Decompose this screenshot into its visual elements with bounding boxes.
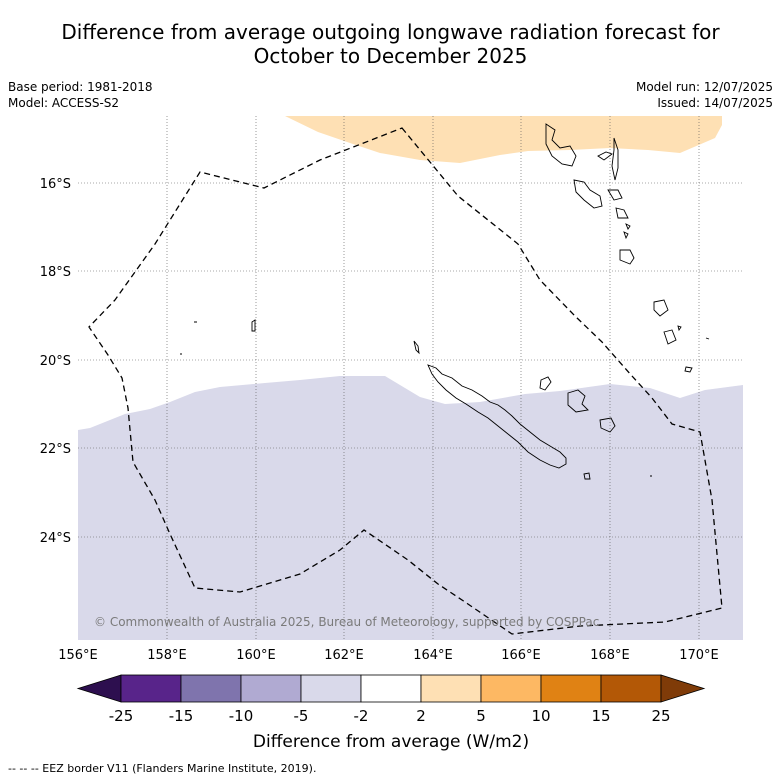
eez-border xyxy=(88,127,723,635)
colorbar-tick-label: -15 xyxy=(169,707,194,725)
footer-note: -- -- -- EEZ border V11 (Flanders Marine… xyxy=(8,762,317,775)
small-island-d xyxy=(684,366,693,373)
lon-label: 170°E xyxy=(679,648,719,663)
colorbar-bin xyxy=(120,674,182,703)
map-title: Difference from average outgoing longwav… xyxy=(0,20,781,68)
meta-left: Base period: 1981-2018 Model: ACCESS-S2 xyxy=(8,79,153,111)
belep-island xyxy=(413,340,420,355)
colorbar-tick-label: -25 xyxy=(109,707,134,725)
lon-label: 166°E xyxy=(501,648,541,663)
new-caledonia-island xyxy=(427,364,567,469)
negative-anomaly-region xyxy=(78,376,743,640)
small-island-b xyxy=(625,223,631,230)
colorbar-tick-label: -5 xyxy=(294,707,309,725)
colorbar-tick-label: 15 xyxy=(591,707,610,725)
colorbar-tick-label: -10 xyxy=(229,707,254,725)
colorbar-bin xyxy=(240,674,302,703)
colorbar-ticks: -25 -15 -10 -5 -2 2 5 10 15 25 xyxy=(109,707,671,725)
colorbar-extend-high xyxy=(660,674,706,703)
small-island-a xyxy=(623,231,629,240)
model-name: Model: ACCESS-S2 xyxy=(8,96,120,110)
chesterfield-reef xyxy=(251,319,256,332)
ambae-island xyxy=(597,151,613,161)
lat-label: 24°S xyxy=(40,531,71,546)
colorbar-label: Difference from average (W/m2) xyxy=(253,732,529,752)
colorbar-tick-label: 10 xyxy=(531,707,550,725)
title-line-1: Difference from average outgoing longwav… xyxy=(61,20,720,44)
lat-label: 20°S xyxy=(40,354,71,369)
colorbar-bin xyxy=(360,674,422,703)
small-island-c xyxy=(677,325,682,332)
colorbar-tick-label: 5 xyxy=(476,707,486,725)
lat-label: 16°S xyxy=(40,177,71,192)
isle-of-pines xyxy=(583,472,591,480)
colorbar-bin xyxy=(600,674,662,703)
gridlines xyxy=(78,116,743,640)
pentecost-island xyxy=(611,137,619,181)
lon-labels: 156°E 158°E 160°E 162°E 164°E 166°E 168°… xyxy=(58,648,719,663)
epi-island xyxy=(607,189,623,201)
lat-labels: 16°S 18°S 20°S 22°S 24°S xyxy=(40,177,71,546)
malekula-island xyxy=(573,179,603,209)
lon-label: 158°E xyxy=(147,648,187,663)
small-island-g xyxy=(705,337,710,340)
colorbar-extend-low xyxy=(76,674,122,703)
lon-label: 160°E xyxy=(236,648,276,663)
base-period: Base period: 1981-2018 xyxy=(8,80,153,94)
map-area: © Commonwealth of Australia 2025, Bureau… xyxy=(78,116,743,640)
lon-label: 156°E xyxy=(58,648,98,663)
model-run: Model run: 12/07/2025 xyxy=(635,80,773,94)
lon-label: 168°E xyxy=(590,648,630,663)
issued-date: Issued: 14/07/2025 xyxy=(657,96,773,110)
lat-label: 18°S xyxy=(40,265,71,280)
title-line-2: October to December 2025 xyxy=(253,44,528,68)
meta-right: Model run: 12/07/2025 Issued: 14/07/2025 xyxy=(636,79,773,111)
efate-island xyxy=(615,207,629,219)
lon-label: 164°E xyxy=(413,648,453,663)
coastlines xyxy=(180,123,710,480)
lifou-island xyxy=(567,389,589,413)
colorbar xyxy=(76,674,706,703)
mare-island xyxy=(599,417,616,433)
colorbar-bin xyxy=(300,674,362,703)
colorbar-bin xyxy=(540,674,602,703)
tanna-island xyxy=(653,299,669,317)
colorbar-bin xyxy=(180,674,242,703)
colorbar-bin xyxy=(420,674,482,703)
ouvea-island xyxy=(539,376,552,391)
copyright-text: © Commonwealth of Australia 2025, Bureau… xyxy=(94,615,599,629)
positive-anomaly-region xyxy=(285,116,722,163)
lat-label: 22°S xyxy=(40,442,71,457)
espiritu-santo-island xyxy=(545,123,577,167)
colorbar-tick-label: 2 xyxy=(416,707,426,725)
colorbar-tick-label: 25 xyxy=(651,707,670,725)
aneityum-island xyxy=(663,329,677,345)
colorbar-bin xyxy=(480,674,542,703)
erromango-island xyxy=(619,249,635,265)
lon-label: 162°E xyxy=(324,648,364,663)
colorbar-tick-label: -2 xyxy=(354,707,369,725)
